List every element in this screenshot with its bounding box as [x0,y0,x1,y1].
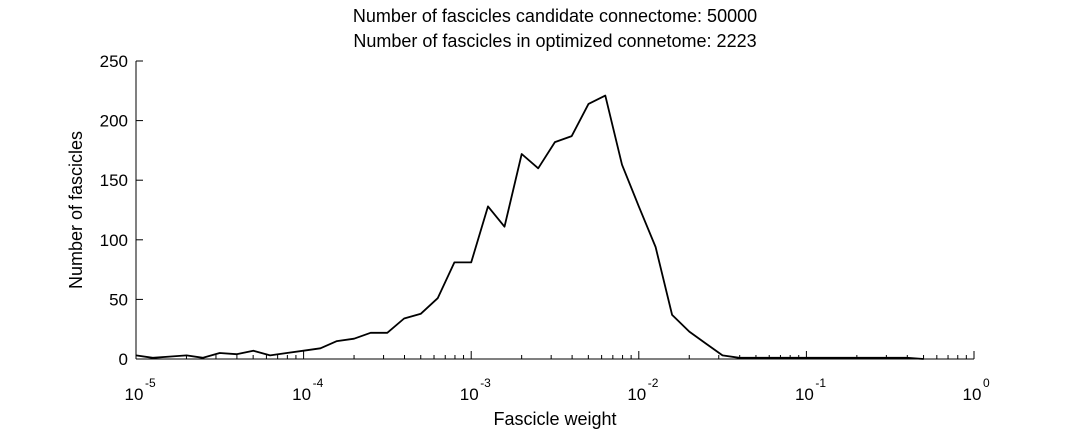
y-tick-label: 100 [100,231,128,250]
y-tick-label: 50 [109,290,128,309]
y-tick-label: 0 [119,350,128,369]
x-axis-label: Fascicle weight [493,409,616,429]
chart-title-line-1: Number of fascicles candidate connectome… [353,6,757,26]
y-tick-label: 200 [100,112,128,131]
x-tick-label: 10 [292,385,311,404]
x-tick-exponent: -1 [815,376,826,390]
x-tick-label: 10 [125,385,144,404]
y-ticks: 0 50 100 150 200 250 [100,52,143,369]
x-tick-label: 10 [963,385,982,404]
chart-title-line-2: Number of fascicles in optimized conneto… [353,31,756,51]
x-tick-label: 10 [627,385,646,404]
y-tick-label: 250 [100,52,128,71]
y-axis-label: Number of fascicles [66,131,86,289]
x-tick-exponent: -3 [480,376,491,390]
x-tick-exponent: 0 [983,376,990,390]
x-tick-label: 10 [795,385,814,404]
x-tick-exponent: -5 [145,376,156,390]
x-tick-exponent: -4 [313,376,324,390]
x-tick-exponent: -2 [648,376,659,390]
x-tick-label: 10 [460,385,479,404]
series-line [135,94,924,360]
y-tick-label: 150 [100,171,128,190]
